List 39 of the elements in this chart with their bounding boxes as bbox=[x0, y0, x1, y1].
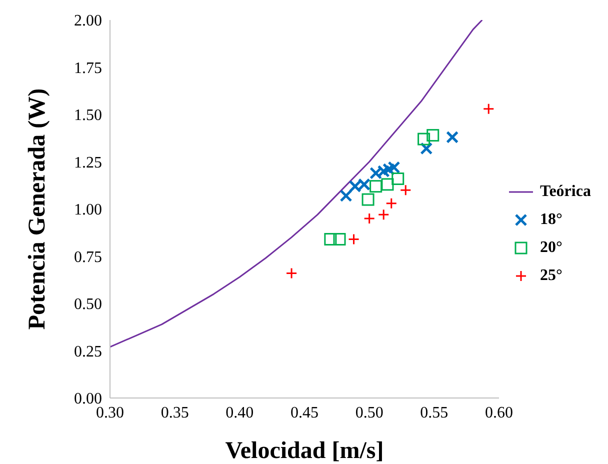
legend-label: 18° bbox=[540, 211, 562, 229]
point bbox=[333, 232, 346, 246]
x-tick-label: 0.55 bbox=[420, 404, 448, 422]
legend-label: 20° bbox=[540, 239, 562, 257]
y-tick-label: 1.00 bbox=[74, 202, 102, 219]
point bbox=[386, 198, 398, 210]
point bbox=[340, 190, 352, 202]
legend-label: Teórica bbox=[540, 183, 591, 201]
point bbox=[378, 208, 390, 220]
point bbox=[482, 103, 494, 115]
y-tick-label: 1.50 bbox=[74, 107, 102, 124]
point bbox=[420, 142, 433, 155]
point bbox=[364, 212, 376, 224]
y-tick-label: 0.25 bbox=[74, 343, 102, 360]
point bbox=[370, 180, 382, 193]
point bbox=[324, 232, 337, 246]
point bbox=[418, 132, 430, 146]
y-tick-label: 1.75 bbox=[74, 60, 102, 77]
point bbox=[446, 130, 459, 144]
point bbox=[348, 233, 360, 245]
y-tick-label: 0.50 bbox=[74, 296, 102, 314]
legend-label: 25° bbox=[540, 267, 562, 285]
y-axis-title: Potencia Generada (W) bbox=[24, 88, 51, 330]
point bbox=[286, 268, 298, 280]
point bbox=[362, 193, 374, 206]
y-tick-label: 0.75 bbox=[74, 248, 102, 266]
x-tick-label: 0.45 bbox=[290, 404, 318, 422]
y-tick-label: 1.25 bbox=[74, 154, 102, 172]
x-tick-label: 0.40 bbox=[226, 404, 254, 422]
line-series bbox=[110, 20, 483, 348]
x-tick-label: 0.60 bbox=[485, 404, 513, 422]
x-tick-label: 0.35 bbox=[160, 404, 189, 422]
x-tick-label: 0.50 bbox=[355, 404, 384, 422]
x-axis-title: Velocidad [m/s] bbox=[225, 438, 384, 464]
point bbox=[381, 178, 394, 191]
point bbox=[400, 184, 412, 196]
point bbox=[426, 129, 440, 142]
y-tick-label: 2.00 bbox=[74, 12, 102, 30]
point bbox=[392, 172, 404, 186]
